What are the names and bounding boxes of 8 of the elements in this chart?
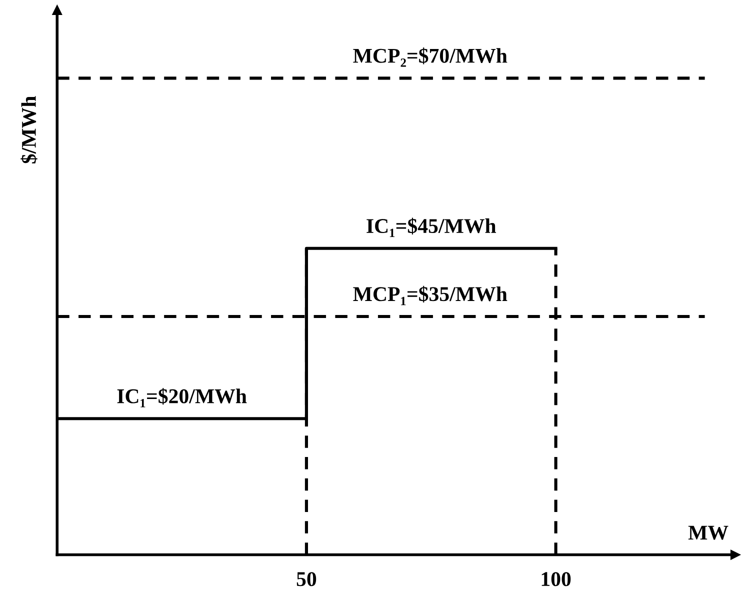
annotation: IC₁=$20/MWh [117, 388, 247, 408]
y-axis-title: $/MWh [20, 96, 38, 164]
annotation: IC₁=$45/MWh [366, 218, 496, 238]
x-tick-label: 50 [296, 572, 316, 586]
x-axis-title: MW [688, 526, 728, 540]
x-tick-label: 100 [542, 572, 571, 586]
ref-line-label: MCP₂=$70/MWh [353, 48, 508, 67]
ref-line-label: MCP₁=$35/MWh [353, 286, 508, 306]
